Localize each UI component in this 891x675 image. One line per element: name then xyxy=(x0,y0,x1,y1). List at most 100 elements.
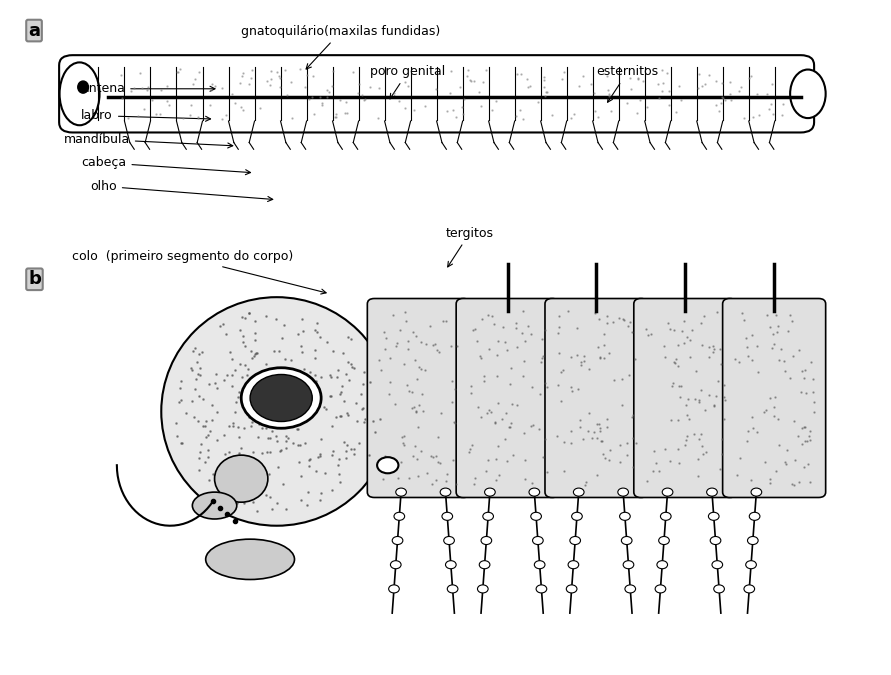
Point xyxy=(270,400,284,410)
Point xyxy=(630,74,644,84)
Point xyxy=(252,419,266,430)
Point xyxy=(314,332,328,343)
Point xyxy=(674,381,689,392)
Point xyxy=(411,422,425,433)
Text: mandíbula: mandíbula xyxy=(63,133,233,148)
Point xyxy=(587,88,601,99)
Point xyxy=(799,436,813,447)
Point xyxy=(798,435,813,446)
Point xyxy=(766,329,781,340)
Point xyxy=(712,106,726,117)
Point xyxy=(290,328,305,339)
Point xyxy=(330,109,344,119)
Point xyxy=(513,105,527,116)
Point xyxy=(244,73,258,84)
Ellipse shape xyxy=(790,70,826,118)
Point xyxy=(244,346,258,356)
Point xyxy=(679,434,693,445)
Point xyxy=(293,402,307,412)
Point xyxy=(235,372,249,383)
Point xyxy=(545,110,560,121)
Circle shape xyxy=(707,488,717,496)
Point xyxy=(337,396,351,406)
Point xyxy=(779,459,793,470)
Point xyxy=(625,462,640,472)
Circle shape xyxy=(481,537,492,545)
Point xyxy=(655,86,669,97)
Point xyxy=(220,370,234,381)
Point xyxy=(227,406,241,417)
Point xyxy=(402,385,416,396)
Point xyxy=(363,81,377,92)
Point xyxy=(504,399,519,410)
Point xyxy=(665,381,679,392)
Point xyxy=(249,473,264,484)
Point xyxy=(715,358,729,369)
Point xyxy=(717,379,732,390)
Point xyxy=(538,433,552,444)
Point xyxy=(691,433,706,444)
Point xyxy=(419,339,433,350)
Point xyxy=(383,377,397,387)
Point xyxy=(398,103,413,113)
Point xyxy=(209,407,224,418)
Point xyxy=(432,347,446,358)
Point xyxy=(455,109,470,119)
Point xyxy=(259,310,274,321)
Circle shape xyxy=(250,375,312,421)
Point xyxy=(471,86,486,97)
Point xyxy=(482,344,496,354)
Point xyxy=(248,397,262,408)
Point xyxy=(495,322,510,333)
Point xyxy=(803,477,817,487)
Point xyxy=(655,65,669,76)
Circle shape xyxy=(572,512,583,520)
Point xyxy=(751,109,765,120)
Point xyxy=(695,340,709,350)
Point xyxy=(326,346,340,356)
Point xyxy=(617,315,632,325)
Point xyxy=(394,457,408,468)
Point xyxy=(291,386,306,397)
Point xyxy=(366,416,380,427)
Point xyxy=(233,325,247,335)
Point xyxy=(311,452,325,462)
Point xyxy=(680,431,694,442)
Point xyxy=(658,443,673,454)
Point xyxy=(598,452,612,463)
Point xyxy=(271,412,285,423)
Point xyxy=(259,76,274,86)
Point xyxy=(187,412,201,423)
Point xyxy=(176,113,190,124)
Point xyxy=(590,470,604,481)
Point xyxy=(425,479,439,489)
Point xyxy=(574,359,588,370)
Point xyxy=(408,330,422,341)
Point xyxy=(759,404,773,415)
Point xyxy=(674,94,688,105)
Point xyxy=(233,468,248,479)
Point xyxy=(356,379,370,389)
Point xyxy=(307,352,322,363)
Point xyxy=(713,343,727,354)
Point xyxy=(447,418,462,429)
Point xyxy=(191,112,205,123)
Point xyxy=(460,70,474,81)
Point xyxy=(210,435,225,446)
Point xyxy=(503,362,518,373)
Point xyxy=(740,342,755,353)
Point xyxy=(565,385,579,396)
Point xyxy=(233,78,247,88)
Point xyxy=(668,354,683,364)
Point xyxy=(135,82,149,93)
Point xyxy=(206,468,220,479)
Point xyxy=(209,383,224,394)
Point xyxy=(771,414,785,425)
Point xyxy=(804,356,818,367)
Point xyxy=(685,325,699,335)
Circle shape xyxy=(479,561,490,569)
Point xyxy=(644,328,658,339)
Point xyxy=(199,416,213,427)
Point xyxy=(443,87,457,98)
Point xyxy=(152,109,167,119)
